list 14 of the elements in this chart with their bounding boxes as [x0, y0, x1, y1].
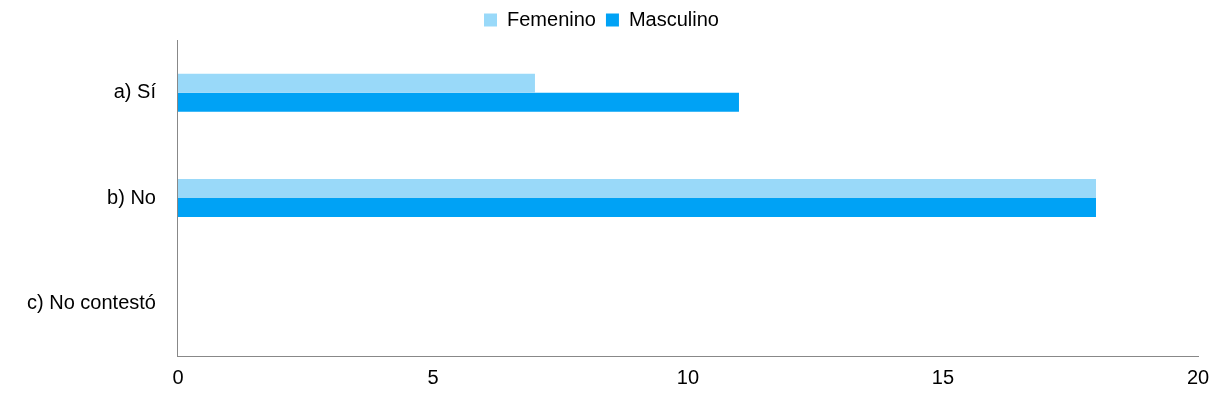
y-tick-label: a) Sí	[113, 80, 157, 103]
x-tick-label: 20	[1186, 365, 1210, 388]
bar	[177, 179, 1096, 198]
y-tick-label: b) No	[107, 185, 156, 208]
legend-label: Masculino	[628, 7, 719, 30]
bar	[177, 198, 1096, 217]
legend-label: Femenino	[507, 7, 596, 30]
bar	[177, 73, 535, 93]
x-tick-label: 5	[427, 365, 439, 388]
y-tick-label: c) No contestó	[26, 290, 156, 313]
x-tick-label: 0	[172, 365, 184, 388]
x-tick-label: 10	[676, 365, 700, 388]
x-tick-label: 15	[931, 365, 955, 388]
bar	[177, 92, 739, 112]
